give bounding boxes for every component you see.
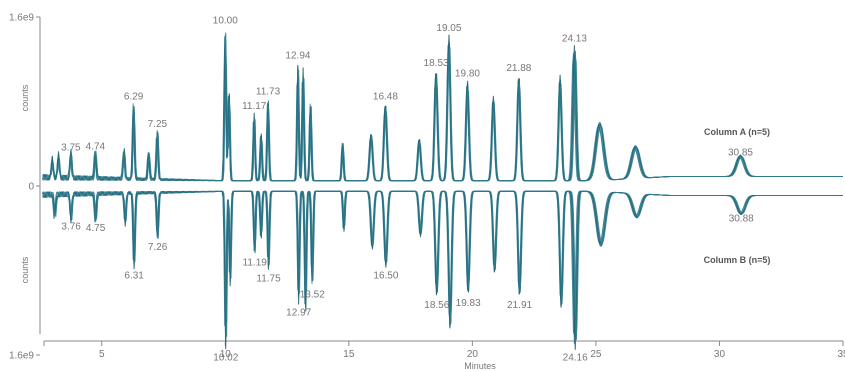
peak-label: 19.05 bbox=[436, 23, 461, 34]
chromatogram-trace bbox=[42, 32, 843, 182]
peak-label: 16.48 bbox=[373, 92, 398, 103]
peak-label: 30.85 bbox=[728, 148, 753, 159]
peak-label: 6.29 bbox=[124, 92, 144, 103]
column-b-traces bbox=[41, 190, 843, 350]
peak-label: 19.80 bbox=[455, 68, 480, 79]
peak-label: 7.25 bbox=[148, 119, 168, 130]
peak-label: 21.88 bbox=[506, 63, 531, 74]
series-label-column-a: Column A (n=5) bbox=[704, 127, 770, 137]
peak-label: 11.17 bbox=[242, 101, 267, 112]
series-label-column-b: Column B (n=5) bbox=[704, 255, 771, 265]
peak-label: 12.97 bbox=[286, 307, 311, 318]
peak-label: 3.76 bbox=[61, 222, 81, 233]
peak-label: 11.19 bbox=[243, 258, 268, 269]
x-tick-label: 35 bbox=[837, 349, 845, 360]
column-a-traces bbox=[41, 32, 843, 182]
chromatogram-trace bbox=[42, 190, 843, 345]
y-tick-label: 0 bbox=[28, 182, 34, 193]
x-tick-label: 20 bbox=[467, 349, 479, 360]
x-tick-label: 30 bbox=[714, 349, 726, 360]
x-tick-label: 25 bbox=[590, 349, 602, 360]
peak-label: 10.00 bbox=[213, 16, 238, 27]
x-tick-label: 10 bbox=[220, 349, 232, 360]
peak-label: 10.02 bbox=[213, 353, 238, 364]
y-axis-title-top: counts bbox=[20, 84, 30, 111]
x-tick-label: 15 bbox=[343, 349, 355, 360]
peak-label: 16.50 bbox=[373, 270, 398, 281]
chromatogram-trace bbox=[42, 190, 843, 341]
peak-label: 24.16 bbox=[563, 353, 588, 364]
peak-label: 7.26 bbox=[148, 242, 168, 253]
peak-label: 30.88 bbox=[729, 213, 754, 224]
peak-label: 19.83 bbox=[456, 298, 481, 309]
peak-label: 24.13 bbox=[562, 34, 587, 45]
axes: 1.6e9 0 1.6e9 5 10 15 20 25 30 35 bbox=[9, 13, 845, 362]
peak-label: 11.75 bbox=[256, 274, 281, 285]
peak-label: 13.52 bbox=[300, 289, 325, 300]
peak-label: 18.56 bbox=[424, 300, 449, 311]
chromatogram-trace bbox=[42, 39, 843, 182]
peak-labels: 3.75 4.74 6.29 7.25 10.00 11.17 11.73 12.94 16.4… bbox=[61, 16, 754, 364]
y-axis-title-bottom: counts bbox=[20, 256, 30, 283]
chromatogram-trace bbox=[41, 190, 843, 350]
peak-label: 18.53 bbox=[424, 58, 449, 69]
chromatogram-trace bbox=[42, 190, 843, 340]
x-tick-label: 5 bbox=[99, 349, 105, 360]
peak-label: 12.94 bbox=[285, 50, 310, 61]
peak-label: 11.73 bbox=[256, 86, 281, 97]
peak-label: 3.75 bbox=[61, 142, 81, 153]
peak-label: 6.31 bbox=[124, 270, 144, 281]
x-axis-title: Minutes bbox=[464, 361, 496, 371]
y-tick-label: 1.6e9 bbox=[9, 13, 34, 24]
peak-label: 4.74 bbox=[86, 141, 106, 152]
peak-label: 21.91 bbox=[507, 300, 532, 311]
y-tick-label: 1.6e9 bbox=[9, 351, 34, 362]
peak-label: 4.75 bbox=[86, 223, 106, 234]
